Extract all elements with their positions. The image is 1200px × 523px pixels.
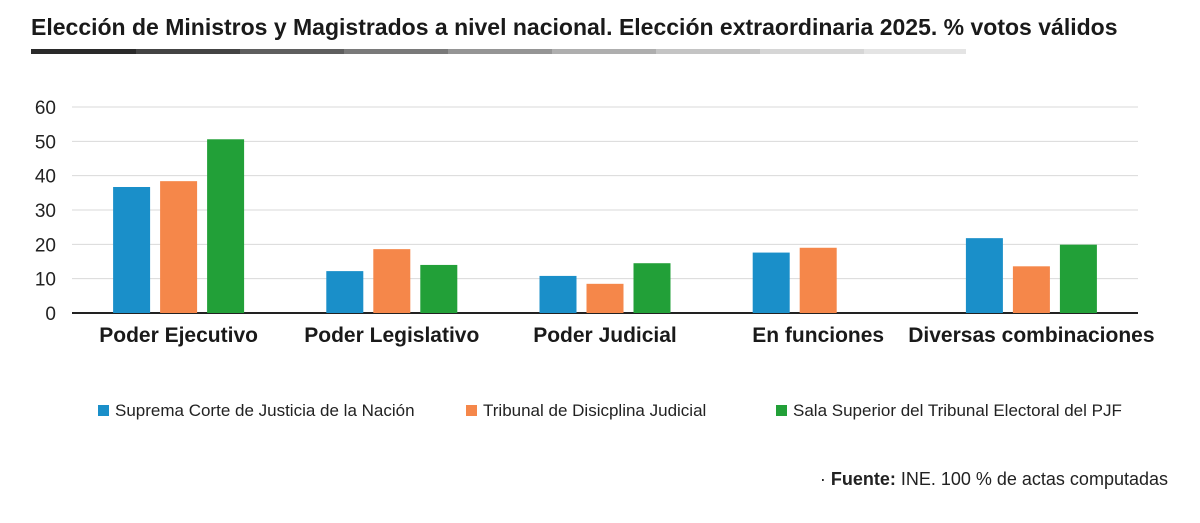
chart-title: Elección de Ministros y Magistrados a ni… bbox=[31, 14, 1118, 40]
source-note: · Fuente: INE. 100 % de actas computadas bbox=[819, 469, 1168, 489]
legend-swatch bbox=[776, 405, 787, 416]
y-tick-label: 30 bbox=[35, 201, 56, 222]
x-tick-label: En funciones bbox=[752, 324, 884, 347]
x-tick-label: Diversas combinaciones bbox=[908, 324, 1154, 347]
source-label: Fuente: bbox=[830, 469, 896, 489]
bar bbox=[633, 263, 671, 313]
bar bbox=[326, 271, 364, 313]
x-tick-label: Poder Ejecutivo bbox=[99, 324, 258, 347]
bar bbox=[160, 181, 198, 313]
legend-label: Sala Superior del Tribunal Electoral del… bbox=[793, 401, 1122, 420]
legend-swatch bbox=[98, 405, 109, 416]
bar bbox=[799, 247, 837, 313]
bar bbox=[1059, 244, 1097, 313]
y-tick-label: 60 bbox=[35, 98, 56, 119]
source-text: INE. 100 % de actas computadas bbox=[900, 469, 1168, 489]
legend-label: Suprema Corte de Justicia de la Nación bbox=[115, 401, 415, 420]
legend-label: Tribunal de Disicplina Judicial bbox=[483, 401, 706, 420]
bar bbox=[420, 264, 458, 313]
y-tick-label: 10 bbox=[35, 270, 56, 291]
y-tick-label: 0 bbox=[45, 304, 56, 325]
legend-swatch bbox=[466, 405, 477, 416]
bar bbox=[1012, 266, 1050, 313]
bar bbox=[113, 186, 151, 313]
bar bbox=[373, 249, 411, 313]
x-tick-label: Poder Judicial bbox=[533, 324, 677, 347]
bar bbox=[965, 238, 1003, 313]
title-underline bbox=[31, 49, 966, 54]
bar bbox=[207, 139, 245, 313]
y-tick-label: 20 bbox=[35, 235, 56, 256]
x-tick-label: Poder Legislativo bbox=[304, 324, 479, 347]
bar bbox=[539, 275, 577, 313]
bar bbox=[752, 252, 790, 313]
y-tick-label: 40 bbox=[35, 167, 56, 188]
bar bbox=[586, 283, 624, 313]
y-tick-label: 50 bbox=[35, 132, 56, 153]
